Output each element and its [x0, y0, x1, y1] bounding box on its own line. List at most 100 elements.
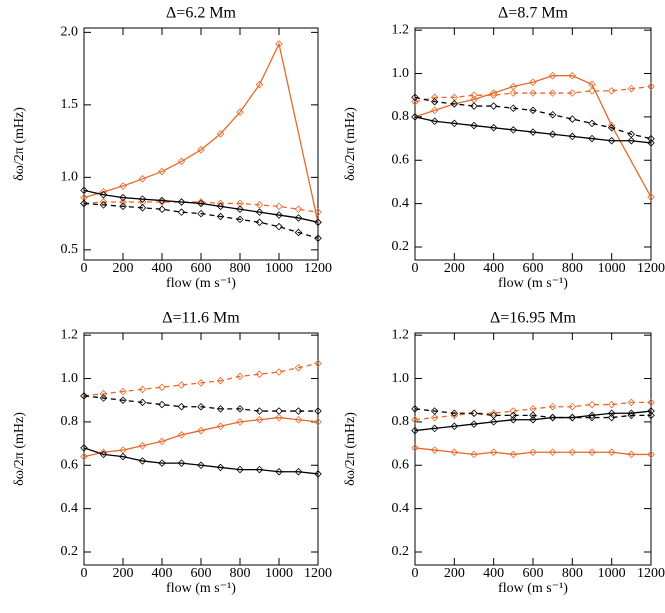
point-marker	[529, 411, 537, 420]
point-marker	[607, 413, 616, 422]
point-marker	[607, 123, 616, 132]
point-marker	[568, 402, 577, 411]
y-tick-label: 2.0	[61, 25, 79, 40]
point-marker	[119, 387, 127, 396]
point-marker	[197, 402, 205, 411]
x-tick-label: 0	[412, 566, 419, 581]
panel: Δ=8.7 Mm flow (m s⁻¹) δω/2π (mHz) 0 200 400 60…	[343, 5, 665, 292]
point-marker	[216, 202, 225, 211]
point-marker	[647, 407, 655, 415]
point-marker	[411, 444, 419, 452]
point-marker	[177, 402, 186, 411]
point-marker	[489, 448, 498, 457]
point-marker	[236, 215, 244, 224]
y-tick-label: 0.8	[392, 414, 410, 429]
point-marker	[529, 415, 537, 424]
point-marker	[607, 136, 616, 145]
panel-title: Δ=8.7 Mm	[498, 5, 569, 22]
x-tick-label: 1200	[304, 261, 332, 276]
y-tick-label: 0.6	[392, 152, 410, 167]
point-marker	[607, 448, 616, 457]
point-marker	[275, 368, 283, 376]
point-marker	[627, 450, 636, 459]
point-marker	[588, 400, 596, 409]
point-marker	[509, 415, 518, 424]
x-tick-label: 1200	[637, 261, 665, 276]
point-marker	[177, 157, 186, 166]
point-marker	[294, 407, 303, 415]
x-tick-label: 200	[113, 566, 134, 581]
point-marker	[548, 448, 557, 457]
x-tick-label: 200	[113, 261, 134, 276]
point-marker	[216, 130, 225, 138]
point-marker	[450, 409, 459, 417]
y-tick-label: 0.4	[392, 196, 410, 211]
point-marker	[99, 450, 108, 459]
point-marker	[627, 409, 636, 417]
point-marker	[99, 394, 108, 402]
panel-title: Δ=16.95 Mm	[490, 310, 577, 327]
x-tick-label: 400	[152, 261, 173, 276]
point-marker	[314, 234, 322, 243]
point-marker	[255, 465, 264, 474]
point-marker	[255, 370, 264, 378]
point-marker	[119, 182, 127, 190]
point-marker	[294, 205, 303, 214]
point-marker	[450, 100, 459, 108]
point-marker	[509, 450, 518, 459]
x-tick-label: 0	[412, 261, 419, 276]
point-marker	[177, 208, 186, 216]
point-marker	[314, 407, 322, 415]
point-marker	[627, 398, 636, 407]
x-tick-label: 800	[562, 566, 583, 581]
point-marker	[216, 212, 225, 221]
point-marker	[99, 448, 108, 457]
y-axis-label: δω/2π (mHz)	[343, 107, 358, 181]
point-marker	[158, 196, 166, 205]
point-marker	[119, 202, 127, 211]
point-marker	[588, 134, 596, 143]
point-marker	[138, 204, 147, 212]
point-marker	[470, 91, 478, 99]
point-marker	[430, 446, 439, 454]
y-tick-label: 0.4	[61, 501, 79, 516]
point-marker	[216, 463, 225, 472]
x-tick-label: 400	[152, 566, 173, 581]
x-axis-label: flow (m s⁻¹)	[166, 276, 236, 291]
point-marker	[275, 468, 283, 476]
point-marker	[158, 383, 166, 391]
y-tick-label: 0.6	[392, 457, 410, 472]
point-marker	[138, 398, 147, 407]
y-tick-label: 0.2	[392, 239, 410, 254]
point-marker	[470, 102, 478, 110]
series-line	[414, 410, 652, 432]
point-marker	[294, 415, 303, 424]
point-marker	[568, 132, 577, 141]
point-marker	[430, 117, 439, 125]
point-marker	[411, 97, 419, 106]
x-tick-label: 600	[523, 566, 544, 581]
y-tick-label: 1.2	[61, 327, 79, 342]
point-marker	[647, 139, 655, 147]
y-tick-label: 0.5	[61, 242, 79, 257]
point-marker	[470, 121, 478, 130]
x-tick-label: 400	[483, 261, 504, 276]
point-marker	[236, 199, 244, 208]
point-marker	[158, 459, 166, 467]
point-marker	[470, 420, 478, 428]
point-marker	[647, 450, 655, 459]
point-marker	[627, 84, 636, 93]
x-tick-label: 600	[191, 566, 212, 581]
point-marker	[119, 193, 127, 202]
point-marker	[647, 193, 655, 201]
point-marker	[548, 89, 557, 97]
point-marker	[548, 130, 557, 139]
point-marker	[275, 222, 283, 231]
point-marker	[275, 211, 283, 219]
x-axis-label: flow (m s⁻¹)	[166, 581, 236, 596]
point-marker	[588, 119, 596, 128]
panel: Δ=11.6 Mm flow (m s⁻¹) δω/2π (mHz) 0 200 400 6…	[12, 310, 332, 597]
x-tick-label: 200	[444, 261, 465, 276]
point-marker	[314, 208, 322, 216]
series-line	[83, 202, 319, 239]
